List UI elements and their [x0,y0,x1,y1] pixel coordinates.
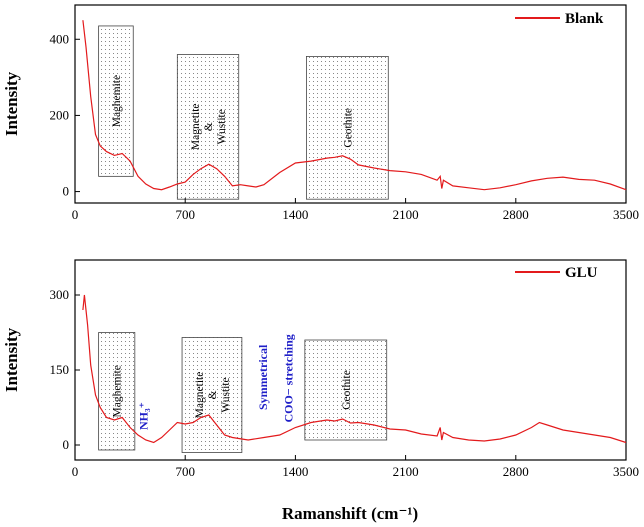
x-tick-label: 0 [72,207,79,222]
panel-glu: Maghemite Magnetite & Wustite Geothite NH₃⁺ Sy… [2,259,639,523]
annotation-box [98,332,136,451]
y-tick-label: 300 [50,287,70,302]
x-tick-label: 700 [175,464,195,479]
x-tick-label: 2100 [393,207,419,222]
panel-blank: Maghemite Magnetite & Wustite Geothite 0 700 1… [2,4,639,222]
annotation-box [176,54,240,200]
x-axis-label: Ramanshift (cm⁻¹) [282,504,418,523]
annotation-box [181,337,243,453]
annotation-label: Maghemite [111,75,123,127]
x-tick-label: 1400 [282,464,308,479]
x-tick-label: 3500 [613,464,639,479]
legend-label-glu: GLU [565,265,598,281]
x-tick-label: 2100 [393,464,419,479]
annotation-text: COO− stretching [281,334,295,422]
x-tick-label: 0 [72,464,79,479]
annotation-label: Wustite [216,109,228,144]
plot-frame-blank [74,4,627,204]
x-tick-label: 2800 [503,207,529,222]
y-axis-label-glu: Intensity [2,327,21,392]
annotation-label: Wustite [220,377,232,412]
x-tick-label: 2800 [503,464,529,479]
x-tick-label: 1400 [282,207,308,222]
y-tick-label: 400 [50,31,70,46]
series-line-blank [82,20,627,191]
series-line-glu [82,294,627,444]
plot-frame-glu [74,259,627,461]
x-tick-label: 700 [175,207,195,222]
annotation-label: & [203,122,215,131]
x-tick-label: 3500 [613,207,639,222]
annotation-label: Maghemite [112,365,124,417]
y-tick-label: 200 [50,107,70,122]
annotation-label: Magnetite [194,372,206,419]
y-tick-label: 0 [63,437,70,452]
annotation-label: Magnetite [190,103,202,150]
legend-label-blank: Blank [565,11,604,27]
y-tick-label: 150 [50,362,70,377]
annotation-label: & [207,390,219,399]
annotation-box [304,339,388,441]
y-tick-label: 0 [63,184,70,199]
annotation-label: Geothite [341,370,353,410]
annotation-label: Geothite [342,108,354,148]
annotation-text: Symmetrical [256,344,270,410]
annotation-text: NH₃⁺ [136,402,150,430]
annotation-box [98,25,134,177]
y-axis-label-blank: Intensity [2,71,21,136]
annotation-box [306,56,389,200]
